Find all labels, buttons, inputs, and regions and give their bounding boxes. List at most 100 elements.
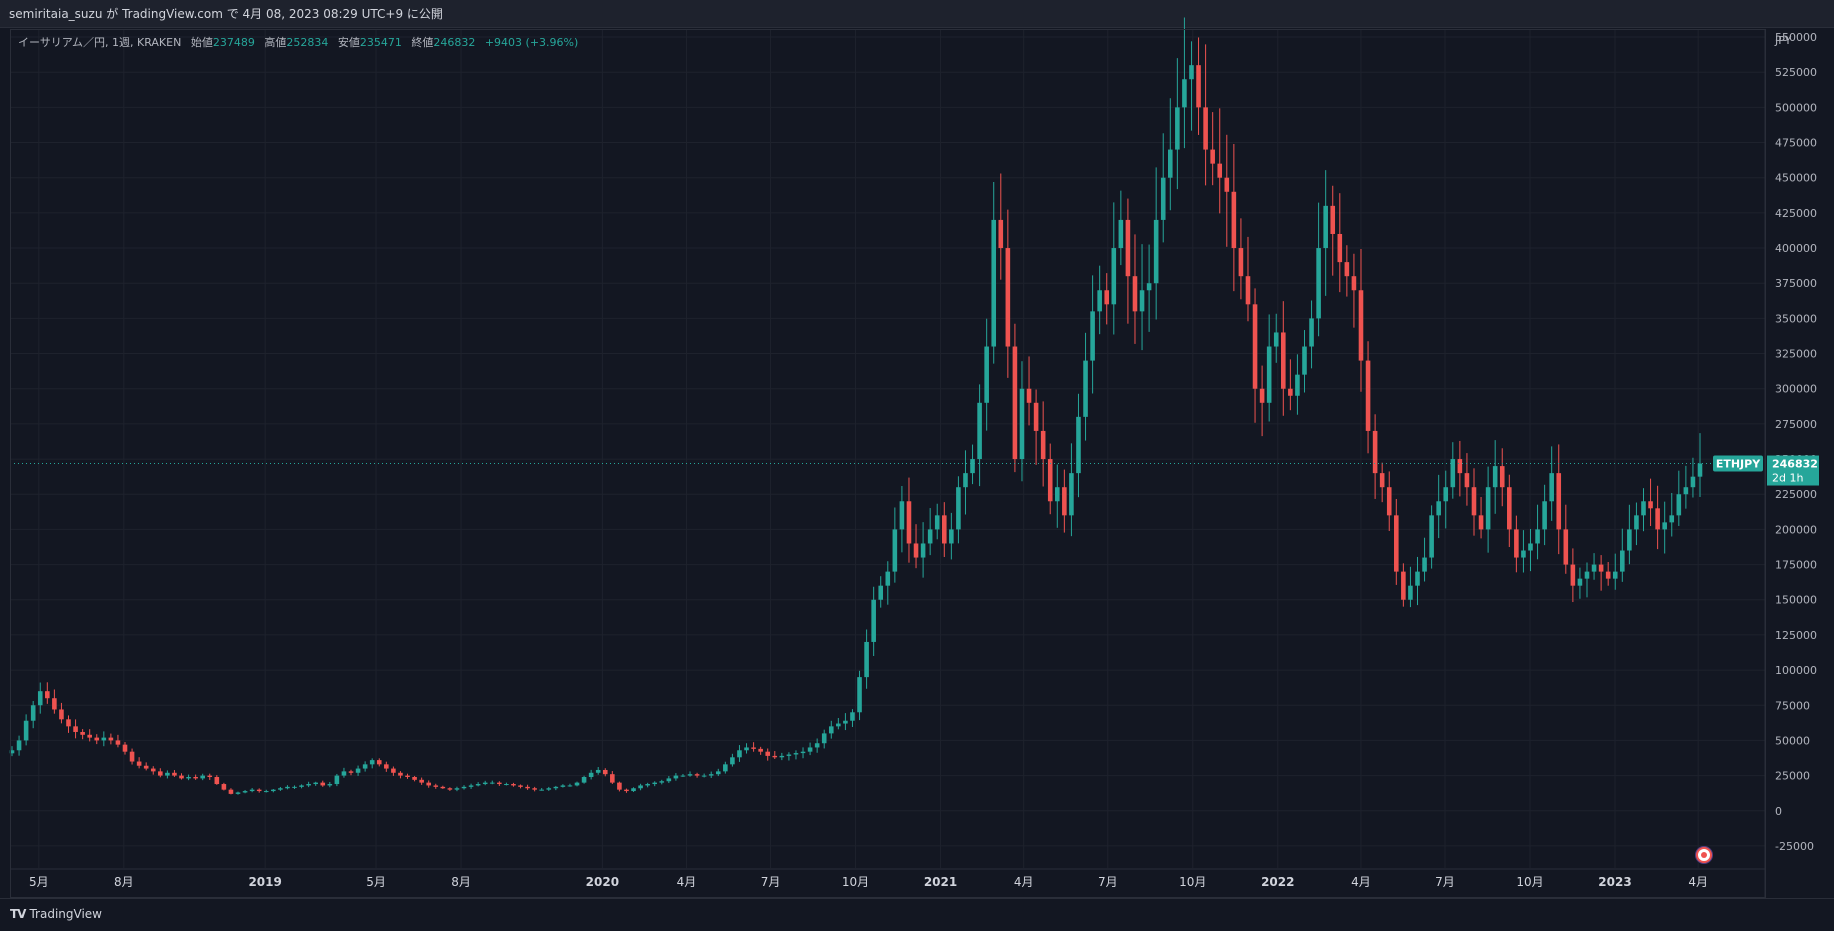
candle-body: [1415, 571, 1420, 586]
candle-body: [998, 219, 1004, 249]
x-tick-label: 5月: [366, 875, 386, 889]
candle-body: [334, 775, 340, 785]
candle-body: [1111, 248, 1117, 305]
candle-body: [751, 747, 756, 749]
candle-body: [1146, 283, 1152, 291]
candle-body: [1690, 476, 1696, 488]
candle-body: [602, 769, 608, 775]
candle-body: [1577, 578, 1583, 586]
candle-body: [1605, 571, 1611, 579]
candle-body: [963, 473, 968, 488]
footer: TV TradingView: [0, 898, 1834, 931]
candle-body: [165, 772, 170, 776]
candle-body: [836, 723, 841, 727]
candle-body: [694, 774, 700, 776]
y-tick-label: 550000: [1775, 31, 1817, 44]
candle-body: [518, 785, 523, 787]
candle-body: [235, 792, 241, 794]
candle-body: [16, 740, 22, 751]
x-tick-label: 2023: [1598, 875, 1631, 889]
candle-body: [1584, 571, 1590, 579]
candle-body: [525, 786, 530, 789]
candle-body: [45, 691, 50, 699]
candle-body: [299, 785, 304, 787]
candle-body: [624, 789, 629, 792]
candle-body: [1648, 501, 1653, 509]
candle-body: [447, 788, 453, 790]
candle-body: [87, 734, 92, 738]
candle-body: [1281, 332, 1286, 389]
y-tick-label: 200000: [1775, 523, 1817, 536]
candle-body: [115, 740, 121, 745]
candle-body: [1160, 177, 1166, 220]
candle-body: [391, 768, 396, 773]
candle-body: [1499, 466, 1505, 488]
candle-body: [927, 529, 933, 544]
candle-body: [1266, 346, 1272, 403]
candle-body: [1076, 416, 1081, 474]
candle-body: [1365, 360, 1371, 431]
candle-body: [1069, 473, 1074, 516]
candle-body: [1697, 463, 1703, 477]
candle-body: [843, 720, 848, 724]
y-tick-label: 525000: [1775, 66, 1817, 79]
legend-low-label: 安値: [337, 36, 360, 49]
candle-body: [1118, 219, 1124, 249]
y-tick-label: 225000: [1775, 488, 1817, 501]
candle-body: [1627, 529, 1632, 551]
candle-body: [1344, 262, 1350, 277]
x-tick-label: 7月: [1435, 875, 1455, 889]
candle-body: [828, 726, 834, 734]
candle-body: [821, 733, 827, 744]
candle-body: [588, 772, 594, 777]
candle-body: [581, 777, 587, 783]
candle-body: [94, 737, 100, 741]
candle-body: [384, 764, 389, 769]
candle-body: [1436, 501, 1441, 516]
legend-low-value: 235471: [359, 36, 402, 49]
candle-body: [1372, 430, 1378, 474]
x-tick-label: 4月: [1351, 875, 1371, 889]
y-tick-label: 75000: [1775, 699, 1810, 712]
candle-body: [136, 761, 142, 766]
candle-body: [1316, 248, 1321, 319]
candle-body: [73, 726, 78, 732]
candle-body: [1167, 149, 1173, 178]
candle-body: [1535, 529, 1540, 544]
candle-body: [779, 755, 785, 758]
candle-body: [454, 788, 460, 790]
candle-body: [913, 543, 919, 558]
candle-body: [553, 786, 559, 789]
candle-body: [327, 784, 333, 786]
candle-body: [1337, 233, 1343, 263]
candle-body: [1175, 107, 1180, 150]
candle-body: [412, 777, 417, 780]
y-tick-label: 275000: [1775, 418, 1817, 431]
candle-body: [193, 777, 198, 779]
x-tick-label: 10月: [842, 875, 869, 889]
tradingview-brand[interactable]: TV TradingView: [10, 907, 102, 921]
candle-body: [80, 731, 85, 735]
candle-body: [504, 784, 509, 786]
candle-body: [1210, 149, 1215, 164]
y-tick-label: 150000: [1775, 594, 1817, 607]
legend-high-value: 252834: [286, 36, 329, 49]
candle-body: [1189, 65, 1194, 80]
y-tick-label: 125000: [1775, 629, 1817, 642]
candle-body: [440, 786, 446, 789]
candle-body: [1634, 515, 1639, 530]
x-tick-label: 8月: [451, 875, 471, 889]
y-tick-label: 500000: [1775, 101, 1817, 114]
candle-body: [23, 720, 29, 741]
candle-body: [1542, 501, 1547, 530]
legend-close-label: 終値: [411, 36, 434, 49]
candle-body: [1238, 248, 1244, 277]
candle-body: [292, 786, 297, 788]
candle-body: [1083, 360, 1088, 417]
candle-body: [228, 789, 234, 794]
x-tick-label: 7月: [1098, 875, 1118, 889]
candle-body: [398, 772, 403, 776]
y-tick-label: 475000: [1775, 137, 1817, 150]
candle-body: [567, 785, 573, 787]
